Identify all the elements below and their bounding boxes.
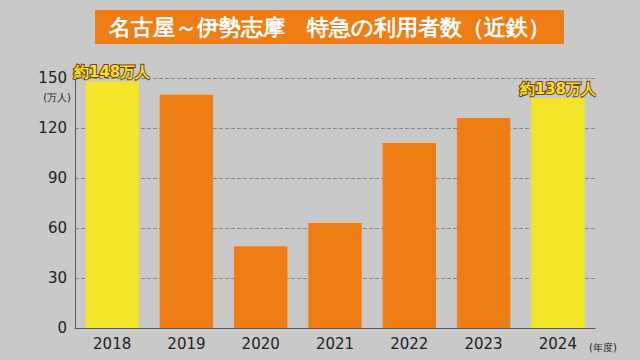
svg-text:約138万人: 約138万人 [519,80,597,98]
svg-text:90: 90 [48,169,67,187]
svg-text:2021: 2021 [316,335,354,353]
svg-text:2019: 2019 [167,335,205,353]
svg-text:30: 30 [48,269,67,287]
svg-text:120: 120 [38,119,67,137]
svg-text:2018: 2018 [93,335,131,353]
svg-text:2020: 2020 [242,335,280,353]
svg-text:約148万人: 約148万人 [73,63,151,81]
svg-text:60: 60 [48,219,67,237]
svg-text:2023: 2023 [464,335,502,353]
svg-text:(年度): (年度) [589,342,617,353]
svg-text:150: 150 [38,69,67,87]
svg-text:2022: 2022 [390,335,428,353]
svg-text:(万人): (万人) [43,92,71,103]
svg-text:名古屋～伊勢志摩 特急の利用者数（近鉄）: 名古屋～伊勢志摩 特急の利用者数（近鉄） [108,15,550,40]
svg-text:0: 0 [57,319,67,337]
svg-text:2024: 2024 [539,335,577,353]
